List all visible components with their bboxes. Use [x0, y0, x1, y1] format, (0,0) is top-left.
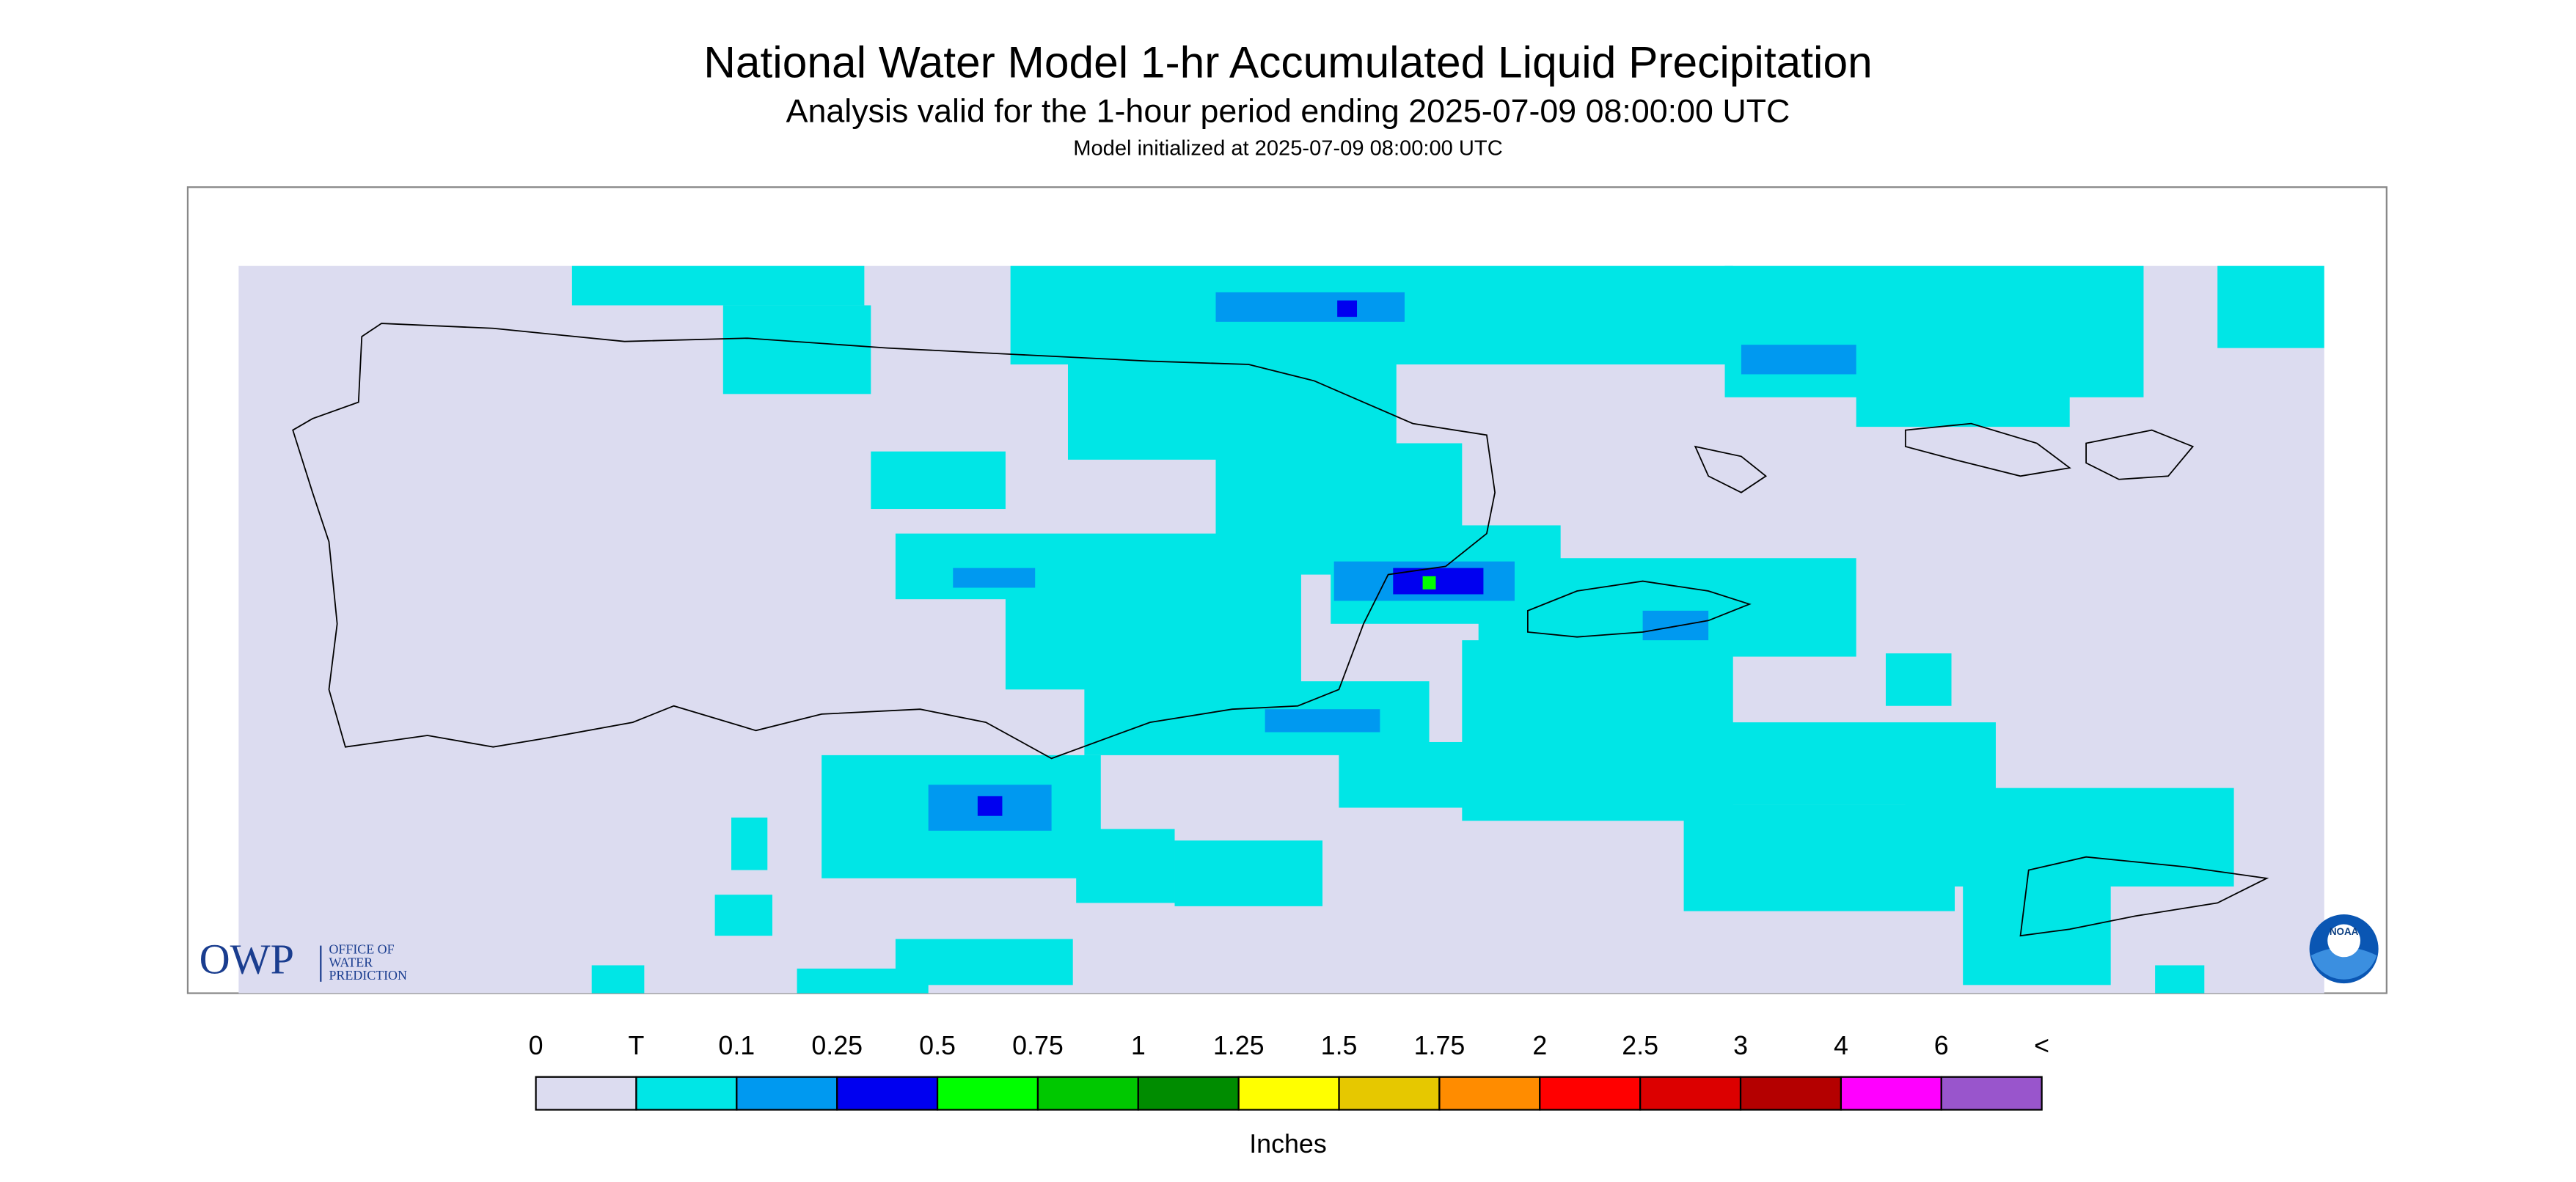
legend-swatch — [1739, 1076, 1843, 1111]
legend-label: 6 — [1934, 1031, 1949, 1060]
precip-area — [1856, 328, 2070, 427]
precip-area — [1393, 568, 1484, 595]
legend-label: 1.5 — [1321, 1031, 1358, 1060]
precip-area — [1174, 840, 1323, 906]
precip-area — [1642, 610, 1709, 641]
owp-line: PREDICTION — [329, 968, 407, 983]
legend-swatch — [1137, 1076, 1240, 1111]
legend-label: < — [2034, 1031, 2049, 1060]
st-croix-coast — [2019, 856, 2269, 937]
precip-area — [797, 968, 929, 994]
legend-label: 0 — [529, 1031, 544, 1060]
legend-swatch — [1539, 1076, 1642, 1111]
legend-swatch — [736, 1076, 838, 1111]
init-time: Model initialized at 2025-07-09 08:00:00… — [1073, 136, 1502, 160]
st-thomas-coast — [1904, 422, 2071, 477]
legend-label: 0.75 — [1012, 1031, 1064, 1060]
precip-area — [731, 817, 768, 870]
legend-label: 1 — [1131, 1031, 1146, 1060]
legend-swatch — [1438, 1076, 1541, 1111]
legend-swatch — [836, 1076, 939, 1111]
noaa-logo: NOAA — [2309, 914, 2379, 984]
precip-area — [1076, 829, 1175, 903]
legend: 0 T 0.1 0.25 0.5 0.75 1 1.25 1.5 1.75 2 2.5 3 4 6 < — [529, 1031, 2049, 1111]
precip-area — [722, 305, 871, 394]
vieques-coast — [1526, 580, 1752, 638]
precip-area — [571, 265, 865, 306]
owp-text: OWP — [200, 936, 294, 983]
precip-area — [1265, 709, 1380, 733]
precip-area — [1885, 653, 1952, 706]
legend-label: 0.5 — [919, 1031, 956, 1060]
precip-area — [871, 451, 1006, 510]
owp-line: OFFICE OF — [329, 941, 394, 956]
noaa-bird — [2327, 924, 2360, 958]
title: National Water Model 1-hr Accumulated Li… — [703, 37, 1872, 87]
precip-area — [591, 965, 645, 994]
legend-label: 2 — [1532, 1031, 1547, 1060]
legend-swatch — [936, 1076, 1039, 1111]
precip-area — [1422, 576, 1436, 590]
legend-swatch — [535, 1076, 637, 1111]
precip-area — [714, 895, 772, 936]
precip-area — [1005, 558, 1301, 690]
legend-label: 4 — [1834, 1031, 1848, 1060]
legend-swatch — [1840, 1076, 1942, 1111]
legend-swatch — [1036, 1076, 1139, 1111]
precip-area — [1963, 870, 2111, 985]
legend-label: 2.5 — [1622, 1031, 1658, 1060]
legend-label: T — [629, 1031, 645, 1060]
legend-swatch — [1338, 1076, 1441, 1111]
legend-label: 1.75 — [1414, 1031, 1466, 1060]
legend-label: 3 — [1733, 1031, 1748, 1060]
legend-label: 0.1 — [718, 1031, 755, 1060]
precip-area — [1337, 300, 1358, 317]
puerto-rico-coast — [292, 323, 1496, 760]
noaa-text: NOAA — [2330, 926, 2359, 937]
legend-label: 1.25 — [1213, 1031, 1265, 1060]
precip-area — [2155, 965, 2205, 994]
subtitle: Analysis valid for the 1-hour period end… — [786, 92, 1790, 129]
owp-logo: OWP OFFICE OF WATER PREDICTION — [200, 936, 407, 983]
precip-area — [953, 568, 1036, 588]
precip-area — [1741, 345, 1856, 375]
precip-area — [977, 796, 1003, 816]
legend-swatch — [1940, 1076, 2043, 1111]
precip-area — [1215, 292, 1405, 322]
legend-swatch — [635, 1076, 738, 1111]
legend-unit: Inches — [1249, 1129, 1327, 1159]
precip-area — [2217, 265, 2324, 348]
culebra-coast — [1694, 445, 1768, 493]
precip-areas — [571, 265, 2324, 994]
precip-area — [1462, 640, 1733, 821]
precip-area — [1339, 741, 1479, 808]
owp-line: WATER — [329, 955, 373, 969]
legend-label: 0.25 — [811, 1031, 863, 1060]
legend-swatch — [1639, 1076, 1742, 1111]
coastlines — [292, 323, 2269, 937]
st-john-coast — [2085, 429, 2195, 480]
noaa-wave — [2310, 947, 2377, 980]
legend-swatch — [1237, 1076, 1340, 1111]
